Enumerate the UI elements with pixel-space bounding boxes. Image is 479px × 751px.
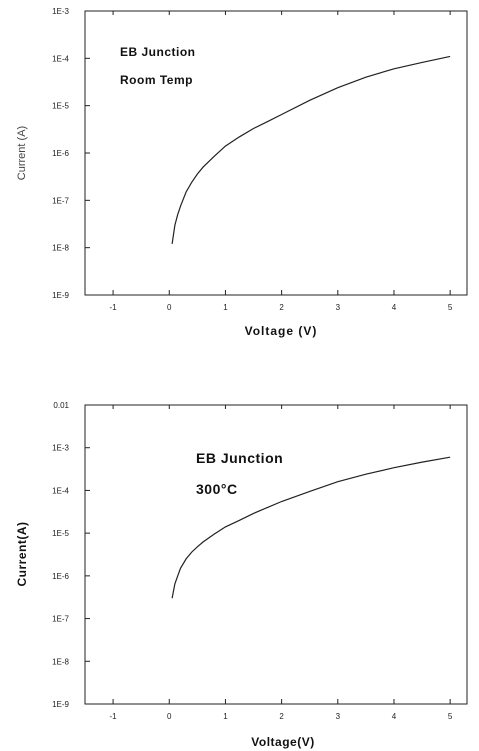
y-tick-label: 1E-3 — [52, 7, 69, 16]
y-axis-label: Current(A) — [15, 522, 29, 587]
x-tick-label: 1 — [223, 303, 228, 312]
iv-curve-line — [171, 456, 451, 599]
y-axis-ticks: 1E-9 1E-8 1E-7 1E-6 1E-5 1E-4 1E-3 0.01 — [52, 401, 90, 709]
y-tick-label: 1E-6 — [52, 149, 69, 158]
x-tick-label: 5 — [448, 712, 453, 721]
plot-frame — [84, 404, 468, 705]
x-tick-label: 2 — [279, 712, 284, 721]
iv-curve-line — [171, 55, 451, 244]
y-tick-label: 1E-7 — [52, 196, 69, 205]
y-tick-label: 1E-6 — [52, 572, 69, 581]
x-axis-label: Voltage(V) — [251, 735, 314, 749]
x-tick-label: -1 — [110, 712, 118, 721]
annotation-condition: 300°C — [196, 481, 238, 497]
y-tick-label: 1E-8 — [52, 244, 69, 253]
x-tick-label: 4 — [392, 303, 397, 312]
y-tick-label: 0.01 — [53, 401, 69, 410]
y-tick-label: 1E-5 — [52, 102, 69, 111]
y-tick-label: 1E-9 — [52, 700, 69, 709]
y-tick-label: 1E-8 — [52, 657, 69, 666]
x-tick-label: 3 — [336, 303, 341, 312]
annotation-junction: EB Junction — [120, 45, 196, 59]
y-tick-label: 1E-3 — [52, 444, 69, 453]
y-tick-label: 1E-7 — [52, 615, 69, 624]
chart-300c: 1E-9 1E-8 1E-7 1E-6 1E-5 1E-4 1E-3 0.01 -1 0 1 2 3 4… — [15, 401, 468, 749]
y-tick-label: 1E-9 — [52, 291, 69, 300]
x-tick-label: 5 — [448, 303, 453, 312]
x-tick-label: 4 — [392, 712, 397, 721]
x-tick-label: 3 — [336, 712, 341, 721]
x-tick-label: 0 — [167, 303, 172, 312]
annotation-junction: EB Junction — [196, 450, 283, 466]
x-tick-label: 1 — [223, 712, 228, 721]
x-axis-ticks: -1 0 1 2 3 4 5 — [110, 405, 453, 721]
y-tick-label: 1E-4 — [52, 54, 69, 63]
x-tick-label: 0 — [167, 712, 172, 721]
y-axis-ticks: 1E-9 1E-8 1E-7 1E-6 1E-5 1E-4 1E-3 — [52, 7, 90, 300]
y-tick-label: 1E-5 — [52, 529, 69, 538]
x-tick-label: 2 — [279, 303, 284, 312]
annotation-condition: Room Temp — [120, 73, 193, 87]
chart-room-temp: 1E-9 1E-8 1E-7 1E-6 1E-5 1E-4 1E-3 -1 0 1 2 3 4 5 EB… — [16, 7, 468, 338]
y-axis-label: Current (A) — [16, 126, 28, 180]
x-axis-label: Voltage (V) — [245, 324, 318, 338]
y-tick-label: 1E-4 — [52, 486, 69, 495]
x-tick-label: -1 — [110, 303, 118, 312]
x-axis-ticks: -1 0 1 2 3 4 5 — [110, 11, 453, 312]
